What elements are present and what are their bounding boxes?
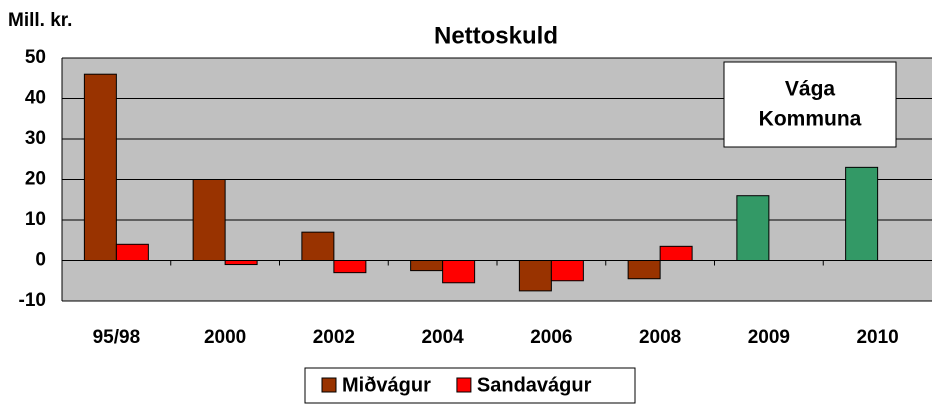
legend-swatch	[456, 377, 472, 393]
legend-label: Sandavágur	[477, 374, 592, 396]
bar	[845, 166, 879, 262]
y-tick-label: 30	[25, 128, 46, 149]
x-tick-label: 2008	[639, 327, 681, 348]
x-tick-label: 2000	[204, 327, 246, 348]
legend-swatch	[321, 377, 337, 393]
x-tick-label: 2006	[530, 327, 572, 348]
y-tick-label: 20	[25, 169, 46, 190]
bar	[659, 245, 693, 261]
x-tick-label: 2004	[421, 327, 464, 348]
bar	[410, 260, 444, 272]
x-tick-label: 2010	[856, 327, 898, 348]
bar	[115, 243, 149, 262]
bar	[83, 73, 117, 261]
x-tick-label: 2002	[313, 327, 355, 348]
x-tick-label: 2009	[748, 327, 790, 348]
bar	[627, 260, 661, 280]
y-tick-label: 40	[25, 88, 46, 109]
legend-label: Miðvágur	[342, 374, 431, 396]
chart-title: Nettoskuld	[434, 22, 558, 49]
y-tick-label: 10	[25, 209, 46, 230]
bar	[333, 260, 367, 274]
annotation: Kommuna	[759, 108, 862, 131]
annotation: Vága	[785, 78, 836, 101]
y-tick-label: 0	[35, 250, 46, 271]
bar	[192, 179, 226, 261]
x-tick-label: 95/98	[93, 327, 141, 348]
y-tick-label: -10	[19, 290, 46, 311]
bar	[224, 260, 258, 266]
bar	[518, 260, 552, 292]
bar	[550, 260, 584, 282]
bar	[442, 260, 476, 284]
bar	[301, 231, 335, 261]
bar	[736, 195, 770, 261]
y-tick-label: 50	[25, 47, 46, 68]
annotation-box	[723, 61, 897, 148]
y-axis-label: Mill. kr.	[8, 10, 72, 31]
